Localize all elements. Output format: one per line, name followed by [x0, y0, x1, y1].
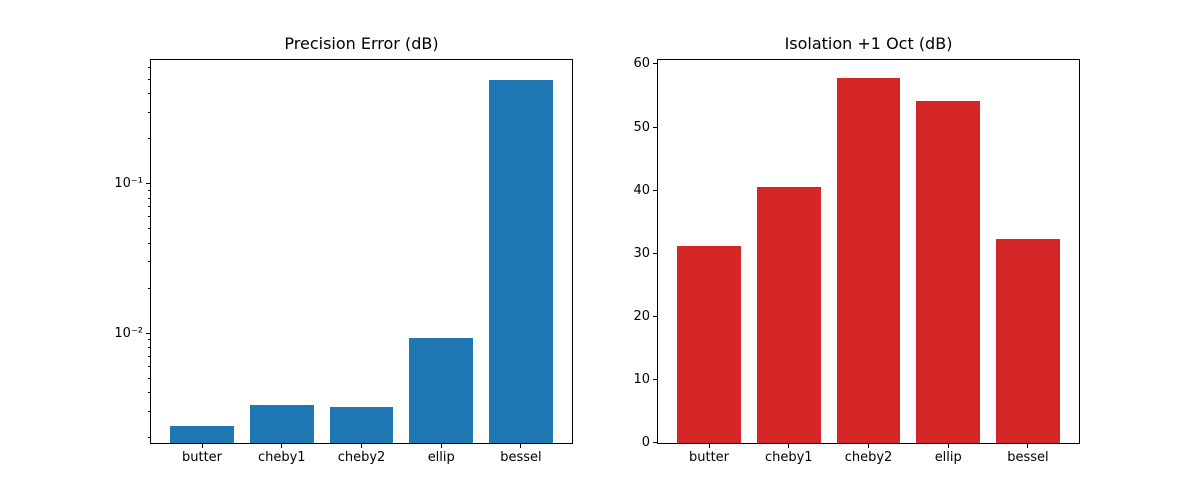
x-tick	[868, 444, 869, 448]
y-minor-tick	[148, 392, 150, 393]
y-tick-label: 0	[641, 435, 650, 450]
y-minor-tick	[148, 216, 150, 218]
x-tick	[788, 444, 790, 448]
y-minor-tick	[148, 197, 150, 199]
y-tick	[146, 183, 150, 185]
y-minor-tick	[148, 410, 150, 412]
y-minor-tick	[148, 78, 150, 80]
x-tick-label-cheby2: cheby2	[337, 450, 386, 465]
y-minor-tick	[148, 67, 150, 69]
y-tick	[653, 252, 657, 254]
x-tick	[361, 444, 362, 448]
y-minor-tick	[148, 206, 150, 208]
bar-cheby1-precision	[249, 405, 314, 443]
x-tick-label-bessel: bessel	[1007, 450, 1049, 465]
y-minor-tick	[148, 228, 150, 230]
y-tick	[653, 442, 657, 443]
y-minor-tick	[148, 93, 150, 95]
y-tick-label: 10⁻²	[114, 325, 143, 341]
y-minor-tick	[148, 347, 150, 349]
x-tick	[281, 444, 283, 448]
left-chart-title: Precision Error (dB)	[284, 34, 439, 53]
isolation-chart-axes: 0 10 20 30 40 50 60 butter cheby1 cheby2 ellip bess…	[633, 56, 1080, 465]
bar-ellip-isolation	[916, 101, 981, 443]
y-tick-label: 50	[633, 119, 650, 135]
y-tick	[146, 332, 150, 334]
y-minor-tick	[148, 287, 150, 289]
y-minor-tick	[148, 242, 150, 244]
bar-cheby1-isolation	[756, 187, 821, 443]
y-minor-tick	[148, 377, 150, 379]
y-minor-tick	[148, 190, 150, 192]
x-tick-label-butter: butter	[689, 450, 730, 465]
y-tick-label: 60	[633, 56, 650, 72]
x-tick	[947, 444, 949, 448]
y-tick-label: 40	[633, 182, 650, 198]
bar-butter-precision	[170, 426, 234, 443]
x-tick-label-butter: butter	[182, 450, 223, 465]
right-chart-title: Isolation +1 Oct (dB)	[784, 34, 953, 53]
bar-bessel-precision	[489, 79, 553, 443]
x-tick-label-cheby1: cheby1	[764, 450, 813, 465]
x-tick-label-ellip: ellip	[427, 450, 455, 465]
x-tick	[708, 444, 710, 448]
x-tick	[201, 444, 203, 448]
y-tick	[653, 126, 657, 128]
bar-bessel-isolation	[996, 238, 1060, 443]
y-minor-tick	[148, 365, 150, 367]
x-tick-label-cheby2: cheby2	[844, 450, 893, 465]
x-tick	[440, 444, 442, 448]
y-minor-tick	[148, 138, 150, 140]
y-tick	[653, 315, 657, 317]
y-tick-label: 30	[633, 245, 650, 261]
y-tick-label: 20	[633, 308, 650, 324]
y-minor-tick	[148, 112, 150, 114]
y-minor-tick	[148, 339, 150, 341]
y-tick	[653, 378, 657, 380]
x-tick-label-cheby1: cheby1	[257, 450, 306, 465]
y-minor-tick	[148, 436, 150, 438]
bar-cheby2-precision	[329, 407, 394, 443]
y-minor-tick	[148, 261, 150, 263]
x-tick-label-ellip: ellip	[934, 450, 962, 465]
y-tick	[653, 189, 657, 191]
bar-butter-isolation	[677, 246, 741, 443]
bar-ellip-precision	[409, 338, 474, 443]
y-tick-label: 10⁻¹	[114, 176, 143, 192]
y-minor-tick	[148, 355, 150, 357]
y-tick	[653, 63, 657, 65]
x-tick-label-bessel: bessel	[500, 450, 542, 465]
precision-error-chart-axes: 10⁻² 10⁻¹ butter cheby1 cheby2 ellip bessel	[114, 59, 573, 465]
x-tick	[520, 444, 522, 448]
bar-cheby2-isolation	[836, 78, 901, 443]
x-tick	[1027, 444, 1029, 448]
y-tick-label: 10	[633, 371, 650, 387]
